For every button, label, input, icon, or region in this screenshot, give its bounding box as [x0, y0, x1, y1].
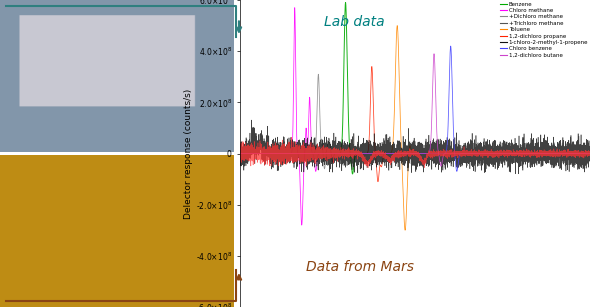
- Text: Data from Mars: Data from Mars: [306, 260, 414, 274]
- Y-axis label: Delector response (counts/s): Delector response (counts/s): [184, 88, 193, 219]
- Legend: Benzene, Chloro methane, +Dichloro methane, +Trichloro methane, Toluene, 1,2-dic: Benzene, Chloro methane, +Dichloro metha…: [499, 1, 589, 58]
- Text: Lab data: Lab data: [324, 15, 384, 29]
